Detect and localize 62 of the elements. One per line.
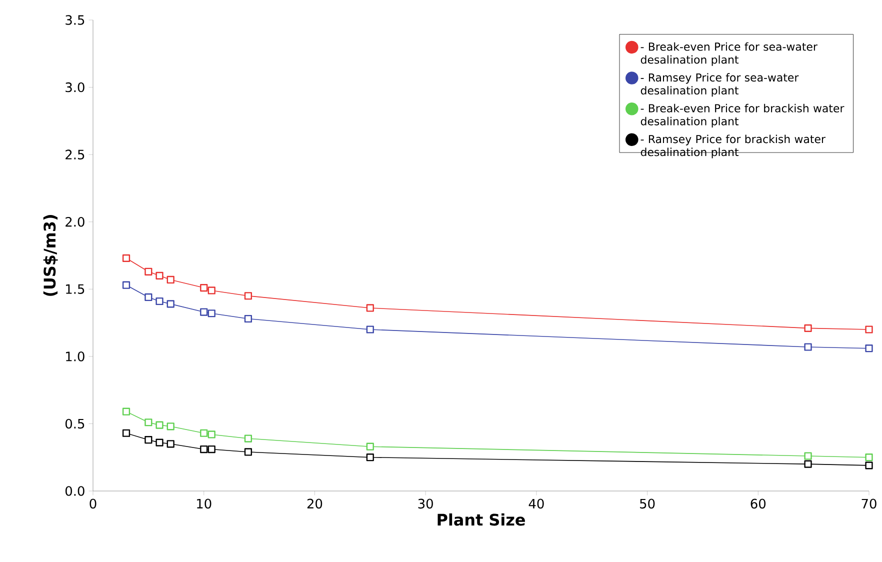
legend-label: - Ramsey Price for brackish water desalination plant xyxy=(640,134,826,158)
point xyxy=(366,304,374,312)
point xyxy=(166,300,174,308)
y-tick-label: 1.5 xyxy=(66,284,84,294)
x-tick-label: 20 xyxy=(307,498,322,509)
point xyxy=(244,448,252,456)
y-tick-label: 0.0 xyxy=(65,486,84,496)
legend-label: - Ramsey Price for sea-water desalination plant xyxy=(640,73,799,97)
point xyxy=(865,326,873,334)
point xyxy=(144,436,152,444)
point xyxy=(865,462,873,470)
point xyxy=(144,293,152,302)
point xyxy=(122,429,130,437)
point xyxy=(200,445,208,454)
y-tick-label: 3.0 xyxy=(66,82,84,92)
point xyxy=(244,292,252,300)
point xyxy=(122,281,130,289)
point xyxy=(804,324,812,332)
point xyxy=(156,272,164,280)
x-tick-label: 70 xyxy=(862,498,876,509)
legend-label: - Break-even Price for sea-water desalination plant xyxy=(640,42,818,66)
y-tick-label: 0.5 xyxy=(65,418,84,429)
x-tick-label: 0 xyxy=(90,498,96,509)
x-axis-title: Plant Size xyxy=(438,513,525,526)
x-tick-label: 50 xyxy=(640,498,655,509)
point xyxy=(122,408,130,416)
legend-label: - Break-even Price for brackish water desalination plant xyxy=(640,104,844,128)
y-tick-label: 3.5 xyxy=(66,15,84,25)
point xyxy=(208,310,216,318)
x-tick-label: 30 xyxy=(418,498,433,509)
y-tick-label: 2.5 xyxy=(66,150,84,160)
point xyxy=(244,314,252,323)
point xyxy=(156,438,164,446)
point xyxy=(366,326,374,334)
point xyxy=(122,254,130,262)
point xyxy=(144,418,152,426)
point xyxy=(166,422,174,430)
point xyxy=(804,343,812,351)
x-tick-label: 60 xyxy=(750,498,766,509)
y-tick-label: 1.0 xyxy=(66,352,84,362)
point xyxy=(200,429,208,437)
point xyxy=(865,454,873,462)
point xyxy=(366,442,374,450)
point xyxy=(208,445,216,454)
point xyxy=(156,297,164,306)
point xyxy=(166,276,174,284)
point xyxy=(366,454,374,462)
point xyxy=(208,286,216,294)
y-tick-label: 2.0 xyxy=(66,216,84,227)
point xyxy=(144,268,152,276)
point xyxy=(156,421,164,429)
x-tick-label: 40 xyxy=(528,498,544,509)
point xyxy=(244,434,252,442)
point xyxy=(865,344,873,352)
y-axis-title: (US$/m3) xyxy=(43,215,58,296)
point xyxy=(804,460,812,468)
point xyxy=(200,308,208,316)
point xyxy=(166,440,174,448)
point xyxy=(208,430,216,438)
point xyxy=(200,284,208,292)
point xyxy=(804,452,812,460)
x-tick-label: 10 xyxy=(197,498,212,509)
